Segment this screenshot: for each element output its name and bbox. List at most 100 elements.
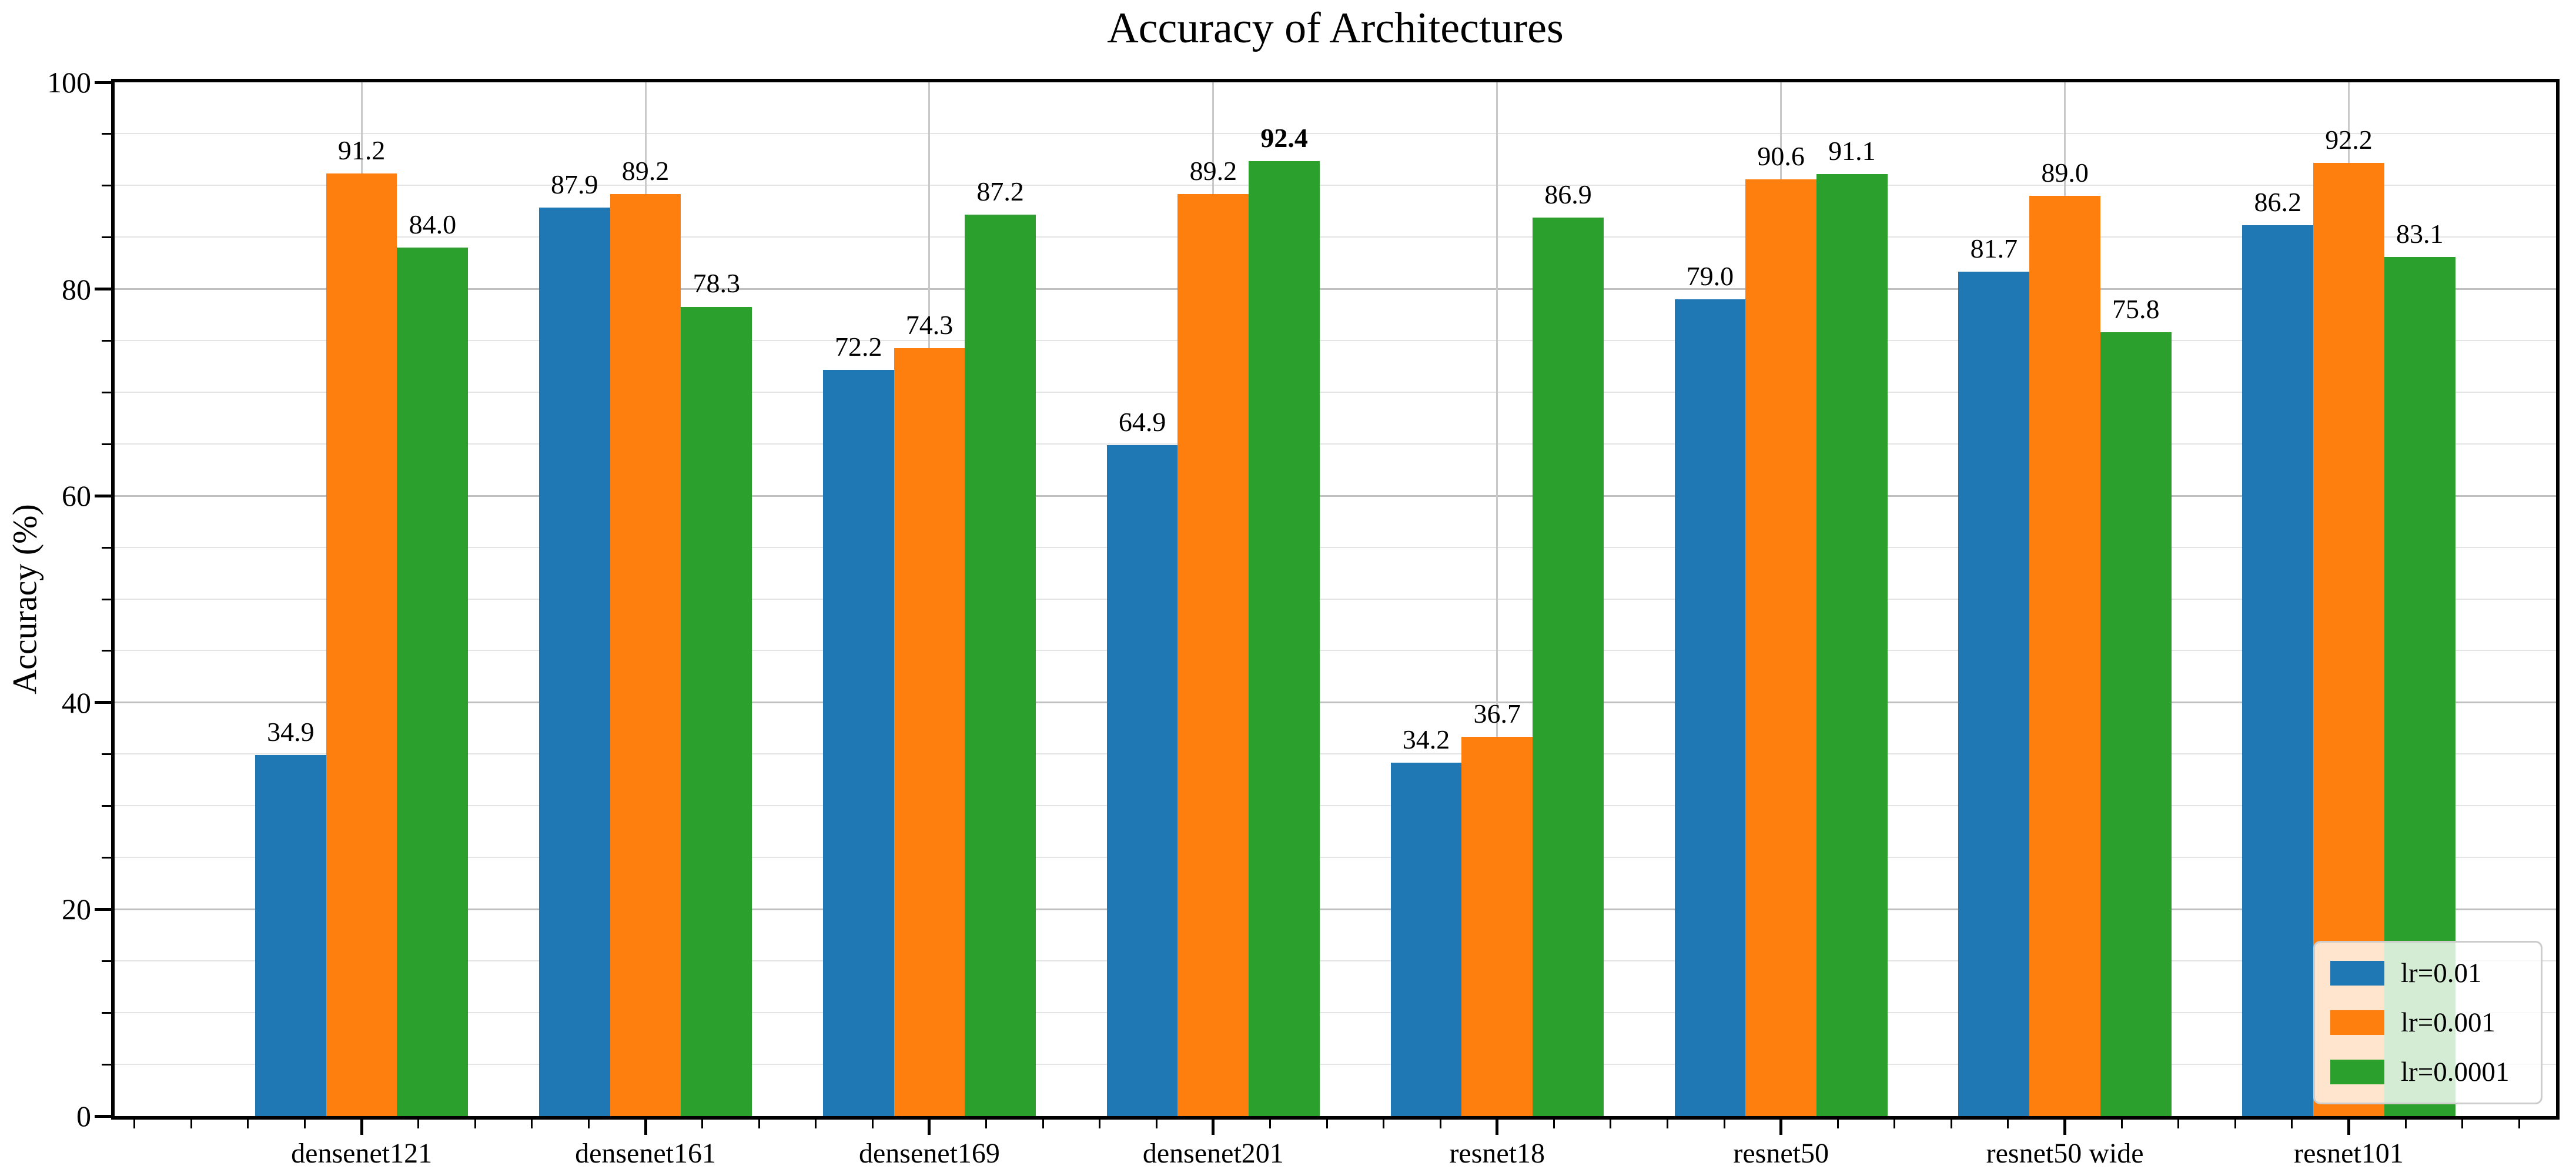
x-minor-tick — [531, 1120, 533, 1128]
gridline-y — [115, 185, 2556, 186]
legend-swatch — [2330, 1010, 2384, 1035]
gridline-y — [115, 236, 2556, 238]
plot-area: 34.9 87.9 72.2 64.9 34.2 79.0 81.7 86.2 91.2 89.2… — [115, 82, 2556, 1116]
gridline-y — [115, 1063, 2556, 1065]
bar — [1106, 445, 1178, 1116]
bar-value-label: 74.3 — [905, 309, 954, 340]
gridline-y — [115, 443, 2556, 445]
y-tick — [102, 236, 111, 239]
gridline-y — [115, 857, 2556, 858]
bar-value-label: 89.0 — [2041, 158, 2089, 188]
bar — [326, 173, 397, 1116]
legend-entry: lr=0.0001 — [2330, 1058, 2525, 1086]
x-tick-label: resnet101 — [2294, 1138, 2404, 1169]
y-tick-label: 60 — [62, 479, 91, 513]
y-tick — [95, 81, 111, 84]
bar-value-label: 72.2 — [834, 331, 882, 362]
x-minor-tick — [2177, 1120, 2180, 1128]
bar-value-label: 75.8 — [2112, 294, 2160, 325]
gridline-y — [115, 546, 2556, 548]
y-tick-label: 20 — [62, 893, 91, 926]
bar-value-label: 91.1 — [1828, 136, 1876, 166]
x-tick-label: densenet201 — [1142, 1138, 1284, 1169]
x-tick — [644, 1120, 647, 1135]
bar — [397, 248, 469, 1116]
y-tick — [102, 753, 111, 756]
x-minor-tick — [701, 1120, 704, 1128]
x-tick-label: resnet50 — [1733, 1138, 1829, 1169]
x-minor-tick — [1099, 1120, 1101, 1128]
bar — [1533, 218, 1604, 1116]
bar-value-label: 90.6 — [1757, 141, 1805, 172]
bar-value-label: 34.2 — [1402, 724, 1450, 754]
bar — [1958, 271, 2030, 1116]
x-tick — [1496, 1120, 1499, 1135]
legend-entry-label: lr=0.001 — [2401, 1007, 2495, 1038]
chart-title: Accuracy of Architectures — [1107, 4, 1564, 52]
x-minor-tick — [587, 1120, 590, 1128]
x-minor-tick — [1950, 1120, 1952, 1128]
bar — [965, 215, 1036, 1116]
x-minor-tick — [1042, 1120, 1044, 1128]
x-minor-tick — [1553, 1120, 1555, 1128]
x-tick — [1212, 1120, 1215, 1135]
bar-value-label: 92.2 — [2325, 125, 2373, 155]
bar-value-label: 79.0 — [1686, 261, 1734, 292]
gridline-x — [1496, 82, 1498, 1116]
y-tick — [102, 443, 111, 445]
y-tick — [102, 805, 111, 807]
bar — [1674, 299, 1746, 1116]
legend-entry: lr=0.01 — [2330, 959, 2525, 987]
x-minor-tick — [1155, 1120, 1157, 1128]
x-minor-tick — [1383, 1120, 1385, 1128]
gridline-y — [115, 1011, 2556, 1013]
x-minor-tick — [2291, 1120, 2293, 1128]
bar — [1177, 193, 1249, 1116]
x-minor-tick — [1439, 1120, 1441, 1128]
x-minor-tick — [1667, 1120, 1668, 1128]
legend-swatch — [2330, 1060, 2384, 1084]
gridline-y — [115, 702, 2556, 704]
x-minor-tick — [304, 1120, 306, 1128]
bar — [1390, 762, 1462, 1116]
y-tick — [102, 1011, 111, 1014]
y-tick — [102, 546, 111, 549]
bar — [255, 755, 326, 1116]
bar-value-label: 86.2 — [2254, 186, 2302, 217]
x-minor-tick — [2461, 1120, 2464, 1128]
y-tick — [95, 701, 111, 704]
bar-value-label: 92.4 — [1260, 122, 1308, 153]
y-axis-label: Accuracy (%) — [5, 504, 44, 694]
y-tick — [95, 288, 111, 291]
x-minor-tick — [815, 1120, 817, 1128]
x-minor-tick — [1326, 1120, 1328, 1128]
bar-value-label: 89.2 — [621, 155, 670, 186]
y-tick-label: 0 — [76, 1100, 91, 1133]
bar-value-label: 86.9 — [1544, 179, 1592, 210]
y-tick-label: 100 — [47, 66, 91, 99]
gridline-y — [115, 908, 2556, 910]
bar — [2242, 225, 2314, 1116]
x-minor-tick — [190, 1120, 192, 1128]
x-tick-label: densenet121 — [291, 1138, 433, 1169]
gridline-y — [115, 960, 2556, 961]
x-minor-tick — [985, 1120, 988, 1128]
x-minor-tick — [133, 1120, 136, 1128]
bar — [2100, 332, 2172, 1116]
x-minor-tick — [474, 1120, 476, 1128]
bar — [681, 306, 752, 1116]
bar-value-label: 87.2 — [976, 176, 1024, 207]
bar-value-label: 91.2 — [337, 135, 386, 165]
x-minor-tick — [1610, 1120, 1612, 1128]
x-tick — [2063, 1120, 2067, 1135]
bar — [1745, 179, 1817, 1116]
legend-entry-label: lr=0.0001 — [2401, 1056, 2510, 1087]
y-tick — [102, 960, 111, 962]
x-minor-tick — [2120, 1120, 2123, 1128]
y-tick — [102, 391, 111, 393]
y-tick — [102, 133, 111, 135]
y-tick — [95, 907, 111, 911]
x-minor-tick — [1723, 1120, 1725, 1128]
y-tick — [102, 340, 111, 342]
